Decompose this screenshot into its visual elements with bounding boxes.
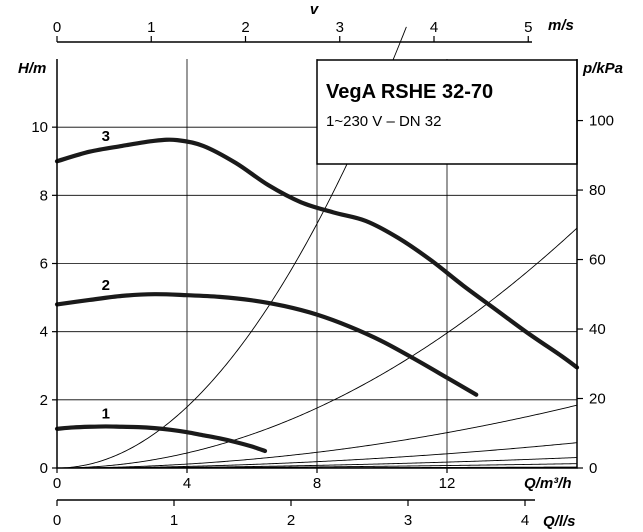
x-bottom2-tick-label: 1 xyxy=(170,512,178,529)
y-right-tick-label: 80 xyxy=(589,182,606,199)
pump-curve-label-1: 1 xyxy=(102,405,110,422)
y-left-tick-label: 8 xyxy=(40,187,48,204)
y-left-tick-label: 2 xyxy=(40,392,48,409)
y-right-tick-label: 60 xyxy=(589,252,606,269)
pump-curves: 3 2 1 xyxy=(54,128,580,454)
system-curve xyxy=(57,404,578,469)
pump-curve-label-2: 2 xyxy=(102,277,110,294)
x-bottom-tick-label: 8 xyxy=(313,475,321,492)
x-top-tick-label: 1 xyxy=(147,19,155,36)
pump-curve-2 xyxy=(54,292,479,397)
system-curve xyxy=(57,227,578,469)
y-left-tick-label: 0 xyxy=(40,460,48,477)
x-bottom-tick-label: 0 xyxy=(53,475,61,492)
x-top-axis-label: m/s xyxy=(548,17,574,34)
x-bottom2-tick-label: 4 xyxy=(521,512,529,529)
y-left-tick-label: 10 xyxy=(31,119,48,136)
y-right-axis-label: p/kPa xyxy=(582,60,623,77)
x-bottom2-tick-label: 3 xyxy=(404,512,412,529)
title-box: VegA RSHE 32-70 1~230 V – DN 32 xyxy=(316,59,578,165)
x-top-tick-label: 2 xyxy=(241,19,249,36)
x-top-tick-label: 4 xyxy=(430,19,438,36)
x-bottom-axis-label: Q/m³/h xyxy=(524,475,572,492)
pump-curve-1 xyxy=(54,424,268,454)
y-right-tick-label: 0 xyxy=(589,460,597,477)
y-left-axis-label: H/m xyxy=(18,60,46,77)
chart-subtitle: 1~230 V – DN 32 xyxy=(326,113,442,130)
x-top-axis-name: v xyxy=(310,1,320,18)
pump-curve-3 xyxy=(54,137,580,370)
y-right-tick-label: 100 xyxy=(589,113,614,130)
x-top-tick-label: 3 xyxy=(336,19,344,36)
axes: H/m p/kPa Q/m³/h Q/l/s m/s v 02468100204… xyxy=(18,1,623,530)
x-bottom-tick-label: 12 xyxy=(439,475,456,492)
x-top-tick-label: 5 xyxy=(524,19,532,36)
x-bottom-tick-label: 4 xyxy=(183,475,191,492)
pump-curve-label-3: 3 xyxy=(102,128,110,145)
y-left-tick-label: 4 xyxy=(40,324,48,341)
x-bottom2-axis-label: Q/l/s xyxy=(543,513,576,530)
y-right-tick-label: 20 xyxy=(589,391,606,408)
title-box-border xyxy=(316,59,578,165)
x-bottom2-tick-label: 0 xyxy=(53,512,61,529)
y-left-tick-label: 6 xyxy=(40,256,48,273)
x-bottom2-tick-label: 2 xyxy=(287,512,295,529)
x-top-tick-label: 0 xyxy=(53,19,61,36)
y-right-tick-label: 40 xyxy=(589,321,606,338)
chart-title: VegA RSHE 32-70 xyxy=(326,81,493,103)
